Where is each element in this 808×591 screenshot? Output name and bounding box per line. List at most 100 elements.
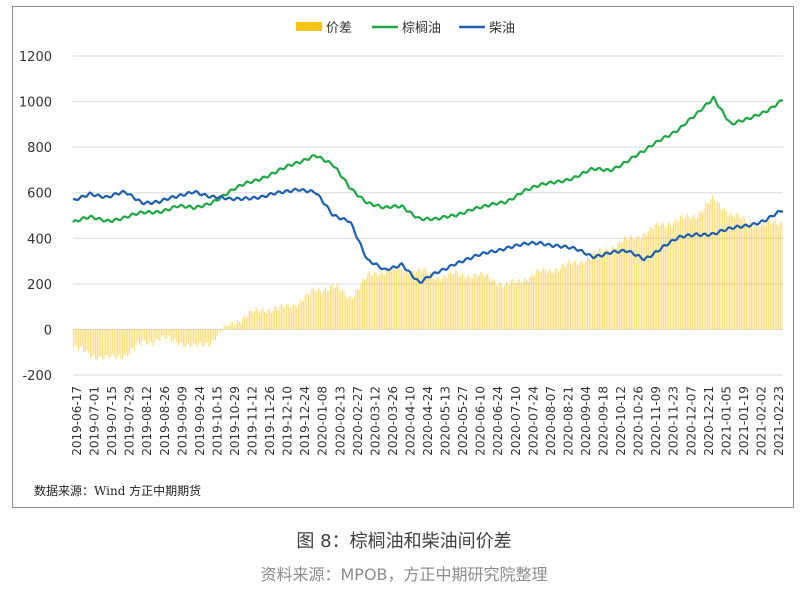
- spread-bar: [701, 212, 704, 330]
- spread-bar: [428, 274, 430, 330]
- spread-bar: [399, 265, 401, 330]
- spread-bar: [100, 329, 102, 356]
- spread-bar: [335, 287, 337, 330]
- x-tick-label: 2020-05-27: [456, 386, 470, 456]
- spread-bar: [341, 290, 343, 330]
- spread-bar: [598, 248, 600, 330]
- spread-bar: [749, 220, 751, 330]
- spread-bar: [559, 268, 562, 330]
- spread-bar: [713, 199, 715, 330]
- spread-bar: [715, 202, 717, 330]
- x-tick-label: 2020-05-13: [439, 386, 453, 456]
- x-tick-label: 2019-08-26: [158, 386, 172, 456]
- spread-bar: [304, 295, 306, 330]
- spread-bar: [431, 272, 433, 330]
- spread-bar: [311, 288, 313, 330]
- figure-caption-source: 资料来源：MPOB，方正中期研究院整理: [260, 565, 548, 584]
- spread-bar: [257, 309, 259, 330]
- spread-bar: [350, 296, 352, 330]
- spread-bar: [169, 329, 171, 337]
- spread-bar: [603, 250, 605, 330]
- spread-bar: [111, 329, 114, 354]
- spread-bar: [194, 329, 196, 345]
- spread-bar: [375, 272, 377, 330]
- spread-bar: [272, 310, 274, 330]
- x-tick-label: 2020-03-26: [386, 386, 400, 456]
- x-tick-label: 2020-02-27: [351, 386, 365, 456]
- spread-bar: [549, 268, 551, 330]
- spread-bar: [365, 278, 367, 330]
- spread-bar: [488, 278, 491, 330]
- spread-bar: [250, 310, 252, 330]
- spread-bar: [171, 329, 173, 342]
- spread-bar: [720, 208, 722, 330]
- legend-swatch-spread: [296, 22, 322, 31]
- x-tick-label: 2020-07-24: [526, 386, 540, 456]
- spread-bar: [223, 325, 225, 330]
- spread-bar: [296, 307, 298, 330]
- spread-bar: [662, 223, 665, 330]
- x-tick-label: 2020-08-07: [544, 386, 558, 456]
- spread-bar: [573, 261, 575, 330]
- spread-bar: [639, 239, 641, 330]
- x-tick-label: 2020-07-10: [509, 386, 523, 456]
- spread-bar: [657, 226, 660, 330]
- spread-bar: [613, 248, 616, 330]
- spread-bar: [495, 285, 497, 330]
- spread-bar: [750, 224, 753, 330]
- spread-bar: [661, 222, 663, 330]
- spread-bar: [554, 268, 556, 330]
- spread-bar: [181, 329, 183, 343]
- spread-bar: [240, 323, 242, 330]
- spread-bar: [470, 278, 472, 330]
- spread-bar: [120, 329, 122, 359]
- spread-bar: [446, 278, 448, 330]
- spread-bar: [487, 273, 489, 330]
- x-tick-label: 2020-10-12: [614, 386, 628, 456]
- spread-bar: [385, 270, 387, 330]
- spread-bar: [177, 329, 179, 346]
- spread-bar: [578, 264, 580, 330]
- spread-bar: [546, 273, 548, 330]
- spread-bar: [193, 329, 195, 343]
- spread-bar: [204, 329, 207, 343]
- spread-bar: [497, 285, 499, 330]
- x-tick-label: 2021-02-23: [772, 386, 786, 456]
- y-tick-label: 600: [27, 187, 52, 202]
- spread-bar: [357, 289, 359, 330]
- spread-bar: [140, 329, 142, 345]
- spread-bar: [260, 309, 262, 330]
- legend-label: 价差: [326, 21, 352, 36]
- spread-bar: [125, 329, 127, 355]
- spread-bar: [774, 219, 776, 330]
- spread-bar: [323, 289, 325, 330]
- spread-bar: [458, 276, 460, 330]
- spread-bar: [781, 222, 783, 330]
- spread-bar: [529, 276, 531, 330]
- x-tick-label: 2020-09-04: [579, 386, 593, 456]
- spread-bar: [226, 326, 229, 330]
- spread-bar: [590, 259, 592, 330]
- spread-bar: [395, 270, 398, 330]
- spread-bar: [710, 199, 712, 330]
- x-tick-label: 2020-06-10: [474, 386, 488, 456]
- spread-bar: [591, 254, 594, 330]
- spread-bar: [93, 329, 95, 355]
- spread-bar: [673, 221, 675, 330]
- spread-bar: [444, 276, 447, 330]
- spread-bar: [348, 296, 350, 330]
- spread-bar: [345, 295, 347, 330]
- spread-bar: [98, 329, 100, 358]
- spread-bar: [406, 268, 408, 330]
- x-tick-label: 2020-04-24: [421, 386, 435, 456]
- x-tick-label: 2019-12-24: [298, 386, 312, 456]
- spread-bar: [502, 288, 504, 330]
- spread-bar: [651, 228, 653, 330]
- x-tick-label: 2020-08-21: [561, 386, 575, 456]
- spread-bar: [659, 225, 661, 330]
- spread-bar: [779, 222, 781, 330]
- spread-bar: [373, 271, 376, 330]
- spread-bar: [632, 238, 634, 330]
- spread-bar: [78, 329, 80, 351]
- spread-bar: [757, 226, 759, 330]
